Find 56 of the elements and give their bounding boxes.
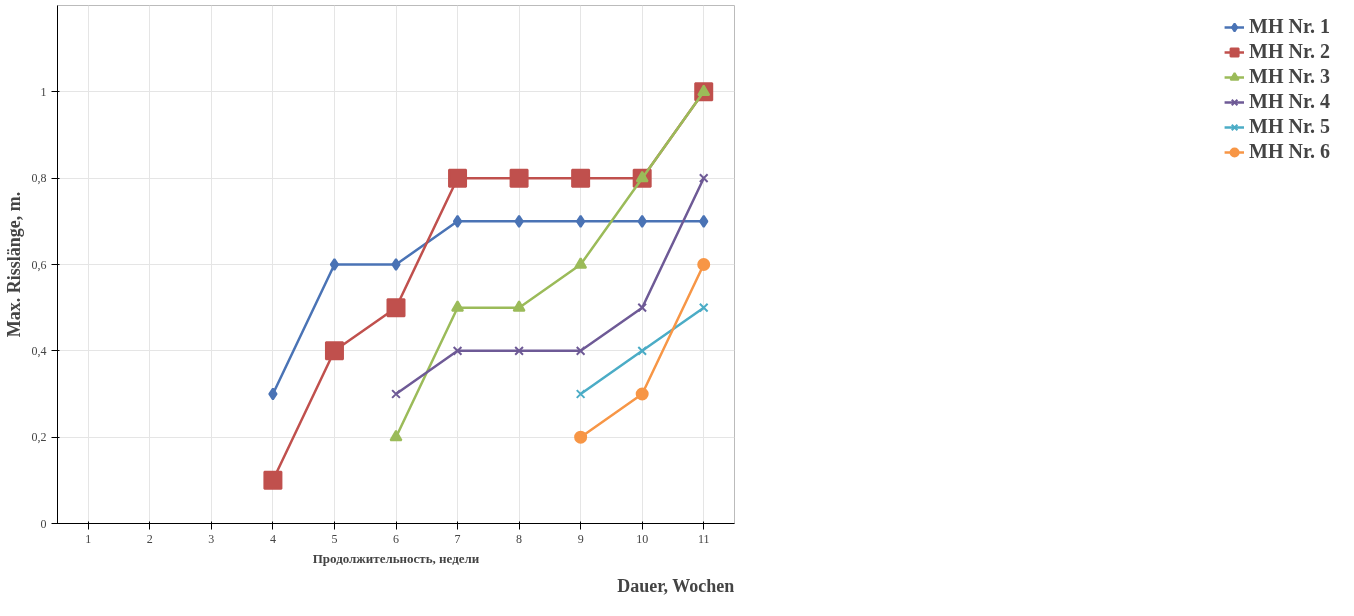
y-axis-title: Max. Risslänge, m.: [3, 191, 24, 338]
x-tick-label: 6: [393, 531, 399, 546]
point: [697, 258, 711, 271]
point: [324, 341, 344, 361]
point: [514, 345, 524, 356]
point: [637, 302, 648, 313]
x-axis-title: Продолжительность, недели: [312, 550, 480, 566]
point: [452, 214, 463, 228]
point: [575, 389, 586, 399]
point: [635, 387, 649, 401]
x-tick-label: 5: [331, 531, 338, 546]
point: [637, 214, 647, 228]
legend-label: MH Nr. 2: [1249, 40, 1330, 63]
x-tick-label: 3: [208, 531, 215, 546]
legend-label: MH Nr. 5: [1249, 115, 1330, 138]
point: [389, 429, 403, 442]
point: [574, 430, 588, 444]
x-tick-label: 10: [636, 531, 649, 546]
point: [575, 214, 586, 228]
point: [263, 470, 283, 490]
point: [451, 300, 465, 312]
y-tick-label: 0,8: [31, 171, 47, 186]
x-tick-label: 9: [577, 531, 584, 546]
text: Dauer, Wochen: [617, 575, 735, 596]
x-tick-label: 1: [85, 531, 92, 546]
point: [698, 173, 709, 184]
point: [386, 298, 406, 318]
y-tick-label: 0,2: [31, 430, 47, 445]
x-tick-label: 8: [516, 531, 523, 546]
point: [574, 257, 588, 269]
point: [571, 168, 591, 188]
point: [575, 345, 586, 356]
legend-label: MH Nr. 3: [1249, 65, 1330, 88]
point: [698, 302, 709, 313]
point: [637, 345, 648, 356]
legend-label: MH Nr. 4: [1249, 90, 1330, 113]
point: [512, 300, 526, 312]
y-tick-label: 0,4: [31, 343, 47, 358]
point: [509, 168, 529, 188]
point: [448, 168, 468, 188]
point: [268, 387, 278, 401]
point: [514, 214, 524, 228]
x-tick-label: 7: [454, 531, 461, 546]
y-tick-label: 0: [40, 516, 47, 531]
x-tick-label: 11: [697, 531, 710, 546]
point: [452, 345, 463, 356]
legend-label: MH Nr. 1: [1249, 15, 1330, 38]
point: [699, 214, 709, 228]
y-tick-label: 1: [40, 84, 47, 99]
point: [391, 258, 401, 271]
legend-label: MH Nr. 6: [1249, 140, 1330, 163]
point: [329, 258, 340, 271]
point: [391, 389, 401, 399]
y-tick-label: 0,6: [31, 257, 47, 272]
x-tick-label: 4: [269, 531, 276, 546]
x-tick-label: 2: [146, 531, 153, 546]
